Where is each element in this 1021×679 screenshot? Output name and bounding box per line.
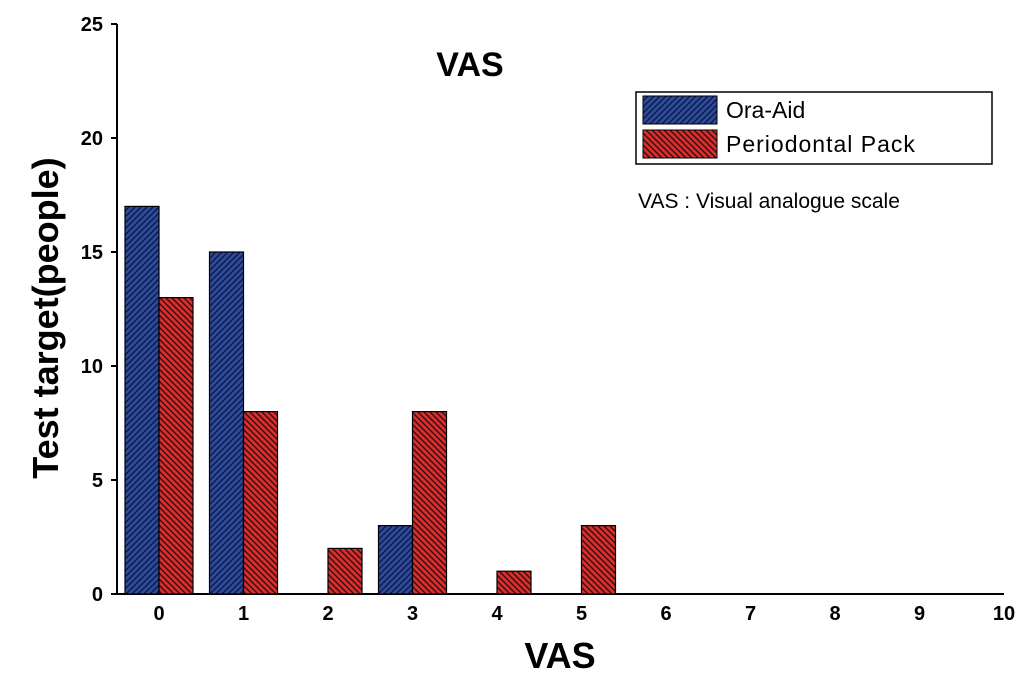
bar-periodontal-pack-1: [242, 411, 279, 595]
x-tick-label: 1: [238, 603, 249, 625]
bar-periodontal-pack-5: [580, 524, 617, 595]
y-tick-label: 20: [81, 128, 103, 150]
annotation-note: VAS : Visual analogue scale: [638, 190, 900, 213]
y-ticks: 0 5 10 15 20 25: [81, 14, 117, 606]
x-tick-label: 0: [153, 603, 164, 625]
y-tick-label: 5: [92, 470, 103, 492]
y-axis-title: Test target(people): [25, 157, 66, 478]
bar-periodontal-pack-3: [411, 411, 448, 595]
y-tick-label: 25: [81, 14, 103, 36]
y-tick-label: 0: [92, 584, 103, 606]
x-ticks: 0 1 2 3 4 5 6 7 8 9 10: [153, 603, 1015, 625]
legend-swatch-ora-aid: [642, 95, 718, 125]
legend: Ora-Aid Periodontal Pack: [635, 91, 993, 165]
x-tick-label: 7: [745, 603, 756, 625]
legend-swatch-periodontal-pack: [642, 129, 718, 159]
x-tick-label: 2: [322, 603, 333, 625]
x-tick-label: 5: [576, 603, 587, 625]
bar-periodontal-pack-0: [158, 297, 194, 595]
x-tick-label: 4: [491, 603, 503, 625]
bar-ora-aid-3: [377, 524, 414, 595]
bar-ora-aid-1: [208, 251, 245, 595]
legend-label-periodontal-pack: Periodontal Pack: [726, 131, 916, 157]
x-tick-label: 6: [660, 603, 671, 625]
x-tick-label: 8: [829, 603, 840, 625]
bars: [124, 205, 617, 595]
x-tick-label: 3: [407, 603, 418, 625]
y-tick-label: 10: [81, 356, 103, 378]
bar-ora-aid-0: [124, 205, 160, 595]
x-tick-label: 10: [993, 603, 1015, 625]
bar-periodontal-pack-2: [327, 547, 363, 595]
bar-periodontal-pack-4: [496, 570, 532, 595]
chart-title: VAS: [436, 46, 503, 84]
x-axis-title: VAS: [524, 635, 595, 674]
x-tick-label: 9: [914, 603, 925, 625]
legend-label-ora-aid: Ora-Aid: [726, 97, 805, 123]
y-tick-label: 15: [81, 242, 103, 264]
